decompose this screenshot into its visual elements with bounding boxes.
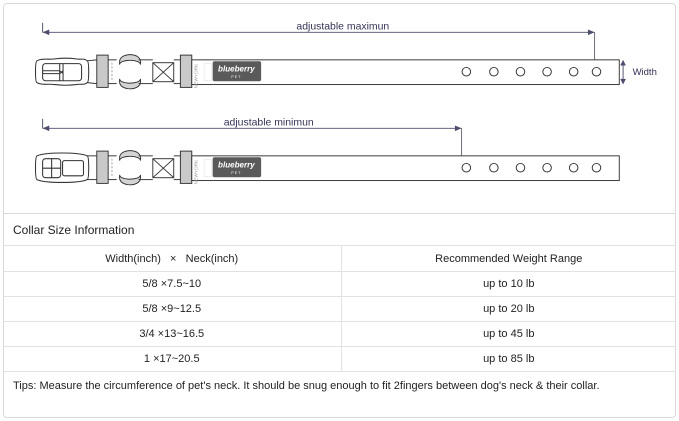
svg-text:NEWYORK: NEWYORK: [193, 63, 199, 88]
svg-text:adjustable maximun: adjustable maximun: [296, 21, 389, 32]
svg-text:PET: PET: [231, 75, 241, 79]
svg-text:PET: PET: [231, 171, 241, 175]
svg-text:Width: Width: [633, 67, 657, 78]
svg-text:blueberry: blueberry: [218, 64, 255, 73]
svg-text:adjustable minimun: adjustable minimun: [224, 117, 314, 128]
svg-text:blueberry: blueberry: [218, 160, 255, 169]
svg-text:NEWYORK: NEWYORK: [193, 159, 199, 184]
